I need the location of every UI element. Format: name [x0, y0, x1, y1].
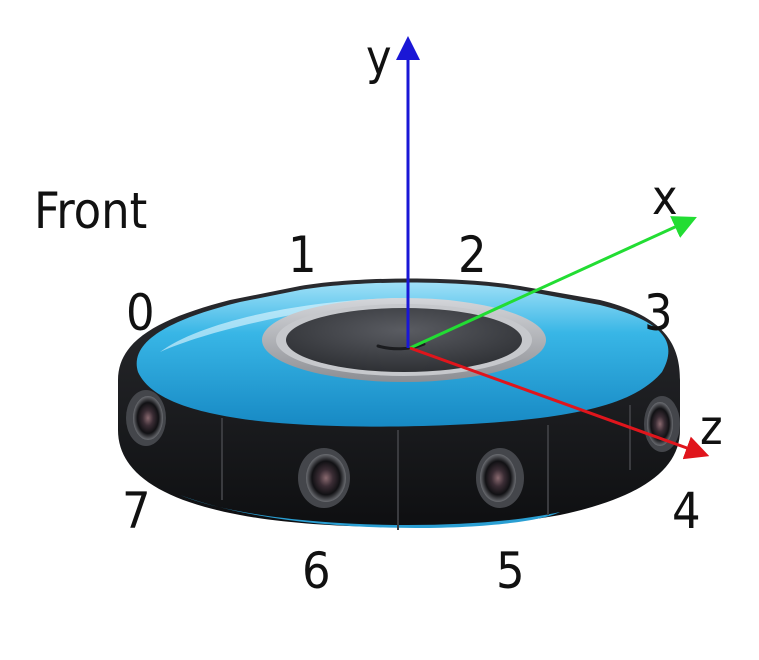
x-axis-label: x: [652, 170, 678, 226]
front-label: Front: [34, 182, 147, 240]
lens-number-7: 7: [122, 482, 151, 540]
center-button: [286, 308, 522, 372]
lens-number-6: 6: [302, 542, 331, 600]
x-axis-arrow: [409, 216, 697, 350]
lens-icon-6: [298, 448, 350, 508]
y-axis-label: y: [366, 30, 392, 86]
z-axis-label: z: [700, 400, 723, 456]
lens-icon-7: [126, 390, 166, 446]
lens-number-4: 4: [672, 482, 701, 540]
lens-number-1: 1: [288, 226, 317, 284]
lens-number-2: 2: [458, 226, 487, 284]
z-axis-arrow: [409, 346, 710, 460]
lens-icon-4: [644, 396, 680, 452]
lens-number-5: 5: [496, 542, 525, 600]
lens-number-3: 3: [644, 284, 673, 342]
lens-icon-5: [476, 448, 524, 508]
lens-number-0: 0: [126, 284, 155, 342]
